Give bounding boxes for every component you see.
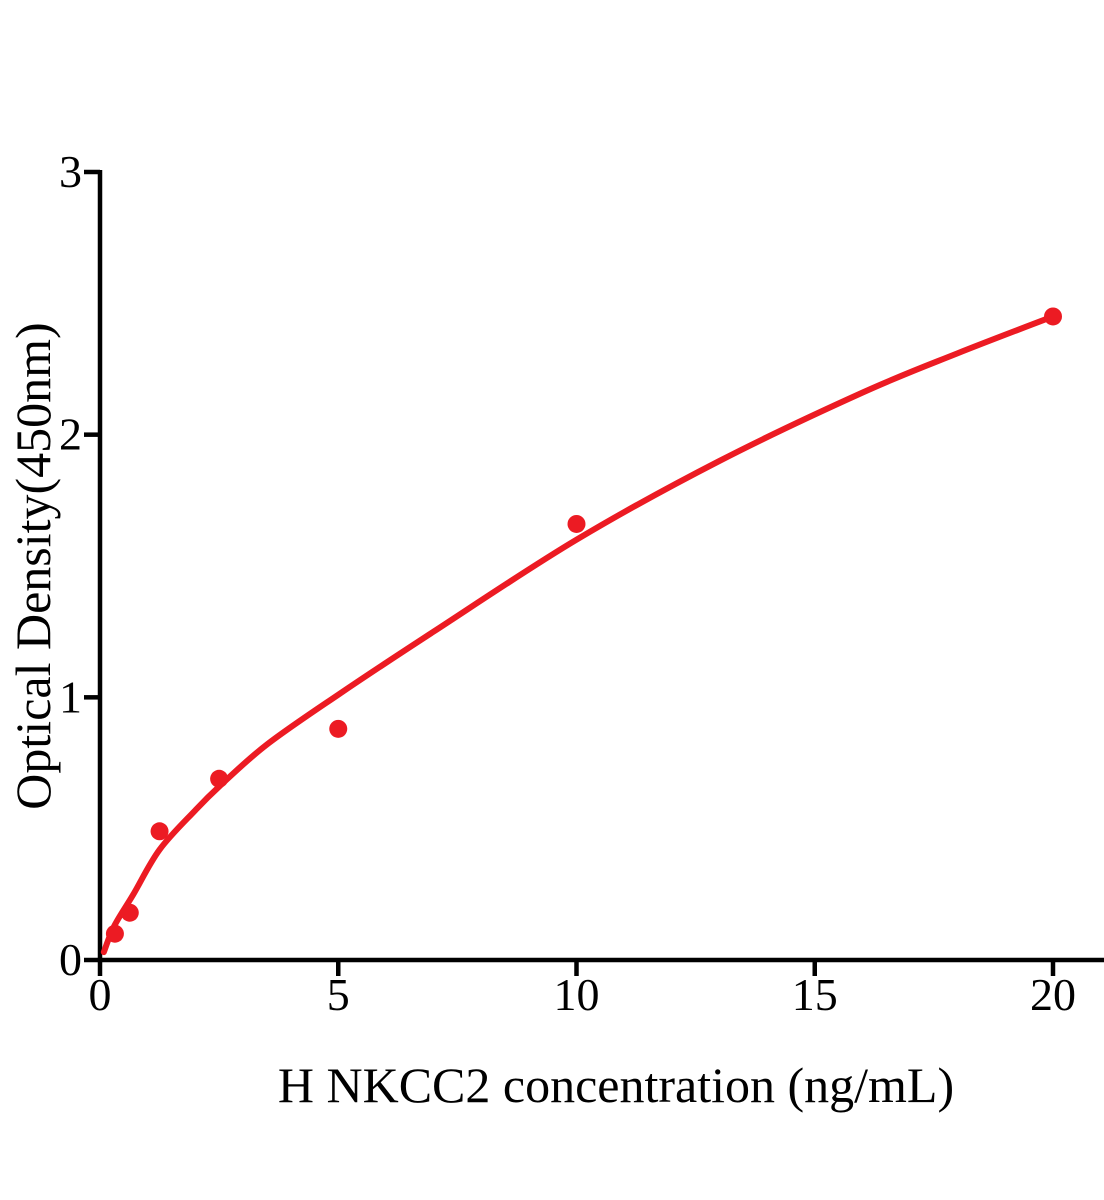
y-tick-label: 2 — [59, 409, 82, 460]
fitted-curve — [100, 313, 1056, 956]
y-tick-label: 1 — [59, 671, 82, 722]
y-tick-label: 3 — [59, 146, 82, 197]
axis-ticks — [84, 169, 1056, 976]
x-axis-title: H NKCC2 concentration (ng/mL) — [278, 1057, 954, 1113]
fit-curve-path — [100, 313, 1056, 956]
data-point — [567, 514, 586, 533]
data-point — [1044, 307, 1062, 326]
x-tick-label: 5 — [327, 969, 350, 1020]
y-axis-title: Optical Density(450nm) — [5, 322, 61, 809]
data-point — [120, 903, 139, 922]
x-tick-label: 0 — [89, 969, 112, 1020]
data-point — [150, 822, 169, 841]
data-point — [329, 719, 348, 738]
y-tick-label: 0 — [59, 934, 82, 985]
data-point — [105, 924, 124, 943]
tick-labels: 0 5 10 15 20 0 1 2 3 — [59, 146, 1076, 1020]
x-tick-label: 10 — [554, 969, 600, 1020]
data-points — [105, 307, 1062, 943]
data-point — [210, 769, 229, 788]
axes — [97, 170, 1104, 963]
x-tick-label: 15 — [792, 969, 838, 1020]
x-tick-label: 20 — [1030, 969, 1076, 1020]
